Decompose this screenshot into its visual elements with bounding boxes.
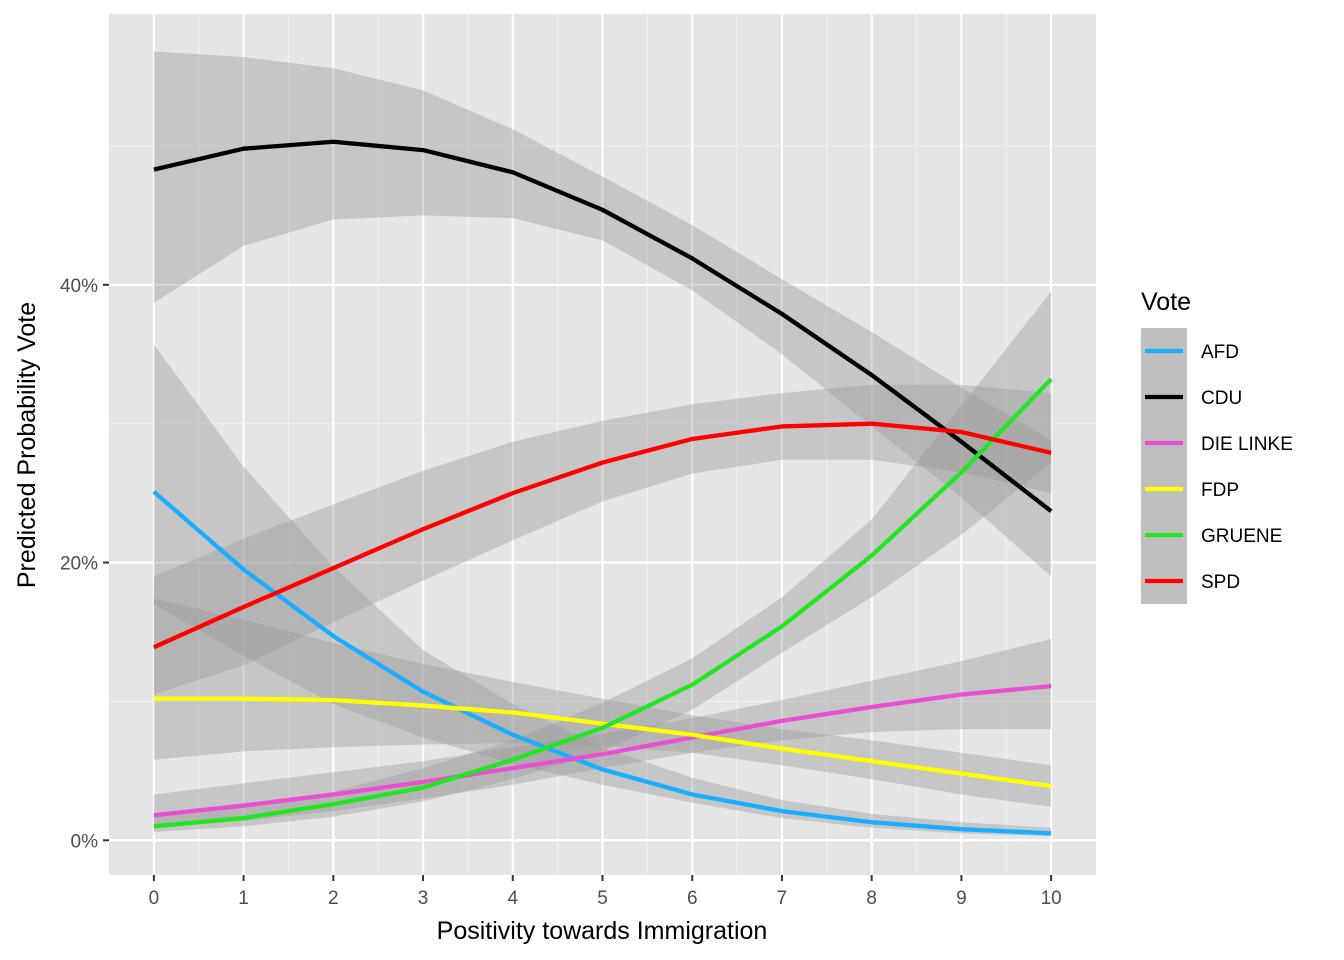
grid-major (109, 14, 1096, 875)
legend-label-fdp: FDP (1201, 480, 1239, 501)
line-cdu (153, 139, 1053, 513)
x-tick-label: 5 (597, 888, 608, 909)
x-tick-label: 6 (687, 888, 698, 909)
legend: Vote AFD CDU DIE LINKE FDP GRUENE SPD (1141, 288, 1293, 604)
ribbon-afd (153, 344, 1052, 837)
legend-label-cdu: CDU (1201, 388, 1242, 409)
x-tick-label: 4 (507, 888, 518, 909)
x-tick-label: 7 (777, 888, 788, 909)
series-lines (152, 139, 1053, 836)
legend-label-afd: AFD (1201, 342, 1239, 363)
y-tick-label: 20% (60, 554, 98, 575)
y-axis: 0% 20% 40% (60, 276, 109, 852)
x-axis-title: Positivity towards Immigration (437, 917, 768, 945)
line-gruene (153, 377, 1053, 829)
line-afd (152, 490, 1052, 836)
ribbon-spd (153, 384, 1052, 695)
x-tick-label: 3 (418, 888, 429, 909)
ribbon-cdu (153, 51, 1052, 577)
x-tick-label: 0 (149, 888, 160, 909)
x-axis: 0 1 2 3 4 5 6 7 8 9 10 (149, 875, 1062, 909)
legend-label-gruene: GRUENE (1201, 526, 1282, 547)
x-tick-label: 2 (328, 888, 339, 909)
x-tick-label: 9 (956, 888, 967, 909)
line-fdp (153, 696, 1052, 789)
x-tick-label: 10 (1041, 888, 1062, 909)
legend-title: Vote (1141, 288, 1191, 316)
y-tick-label: 40% (60, 276, 98, 297)
legend-label-die-linke: DIE LINKE (1201, 434, 1293, 455)
ribbon-die-linke (153, 638, 1052, 827)
x-tick-label: 8 (866, 888, 877, 909)
y-axis-title: Predicted Probability Vote (13, 302, 41, 588)
line-spd (152, 421, 1052, 650)
legend-label-spd: SPD (1201, 572, 1240, 593)
y-tick-label: 0% (71, 831, 99, 852)
line-die-linke (153, 683, 1052, 818)
x-tick-label: 1 (238, 888, 249, 909)
